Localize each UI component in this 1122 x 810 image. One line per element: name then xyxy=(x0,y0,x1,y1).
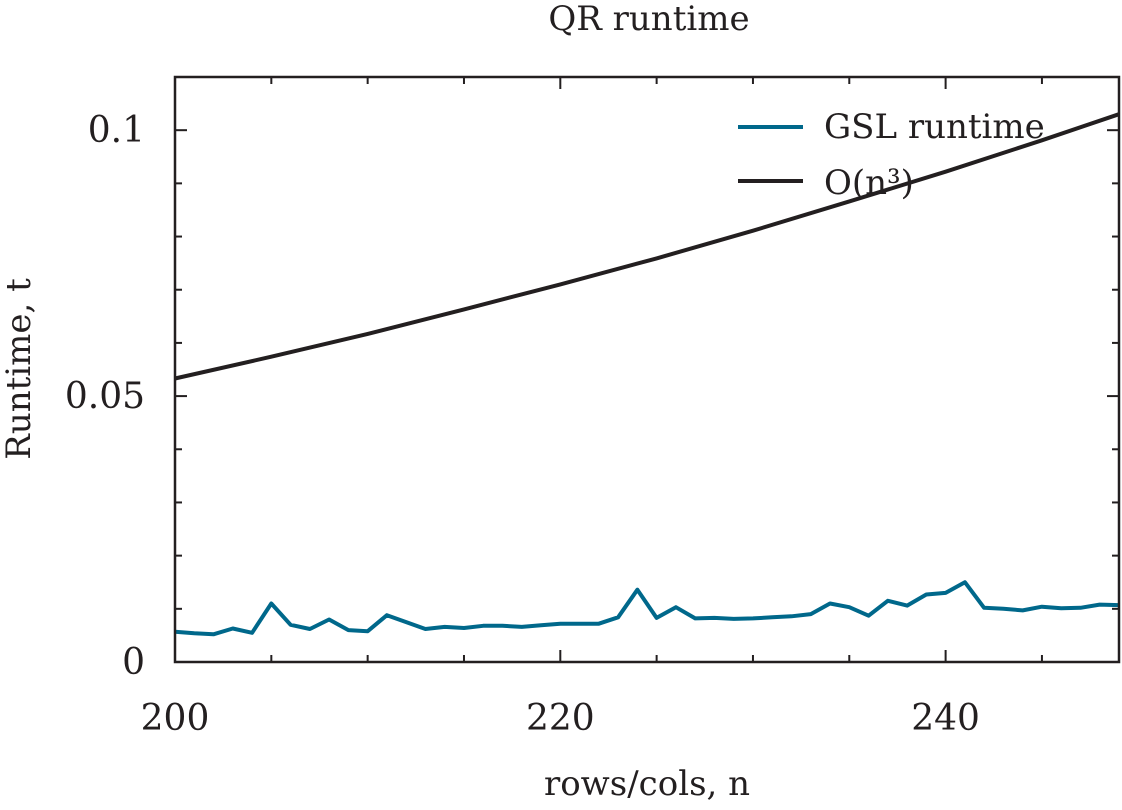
x-axis-label: rows/cols, n xyxy=(544,764,750,804)
y-axis-label: Runtime, t xyxy=(0,278,39,460)
series-lines xyxy=(174,112,1120,637)
series-line-gsl-runtime xyxy=(174,580,1120,637)
x-tick-label: 240 xyxy=(911,698,980,739)
y-tick-label: 0.1 xyxy=(88,110,145,151)
series-line-o-n3 xyxy=(174,112,1120,381)
legend-label-o-n3: O(n³) xyxy=(824,163,914,203)
chart-title: QR runtime xyxy=(548,0,749,39)
legend-label-gsl-runtime: GSL runtime xyxy=(824,107,1045,147)
x-tick-label: 200 xyxy=(141,698,210,739)
tick-labels: 200 220 240 0 0.05 0.1 xyxy=(65,110,980,739)
y-tick-label: 0 xyxy=(122,642,145,683)
plot-frame xyxy=(173,75,1121,664)
y-tick-label: 0.05 xyxy=(65,376,145,417)
ticks xyxy=(174,77,1119,663)
legend: GSL runtime O(n³) xyxy=(738,107,1045,203)
x-tick-label: 220 xyxy=(526,698,595,739)
